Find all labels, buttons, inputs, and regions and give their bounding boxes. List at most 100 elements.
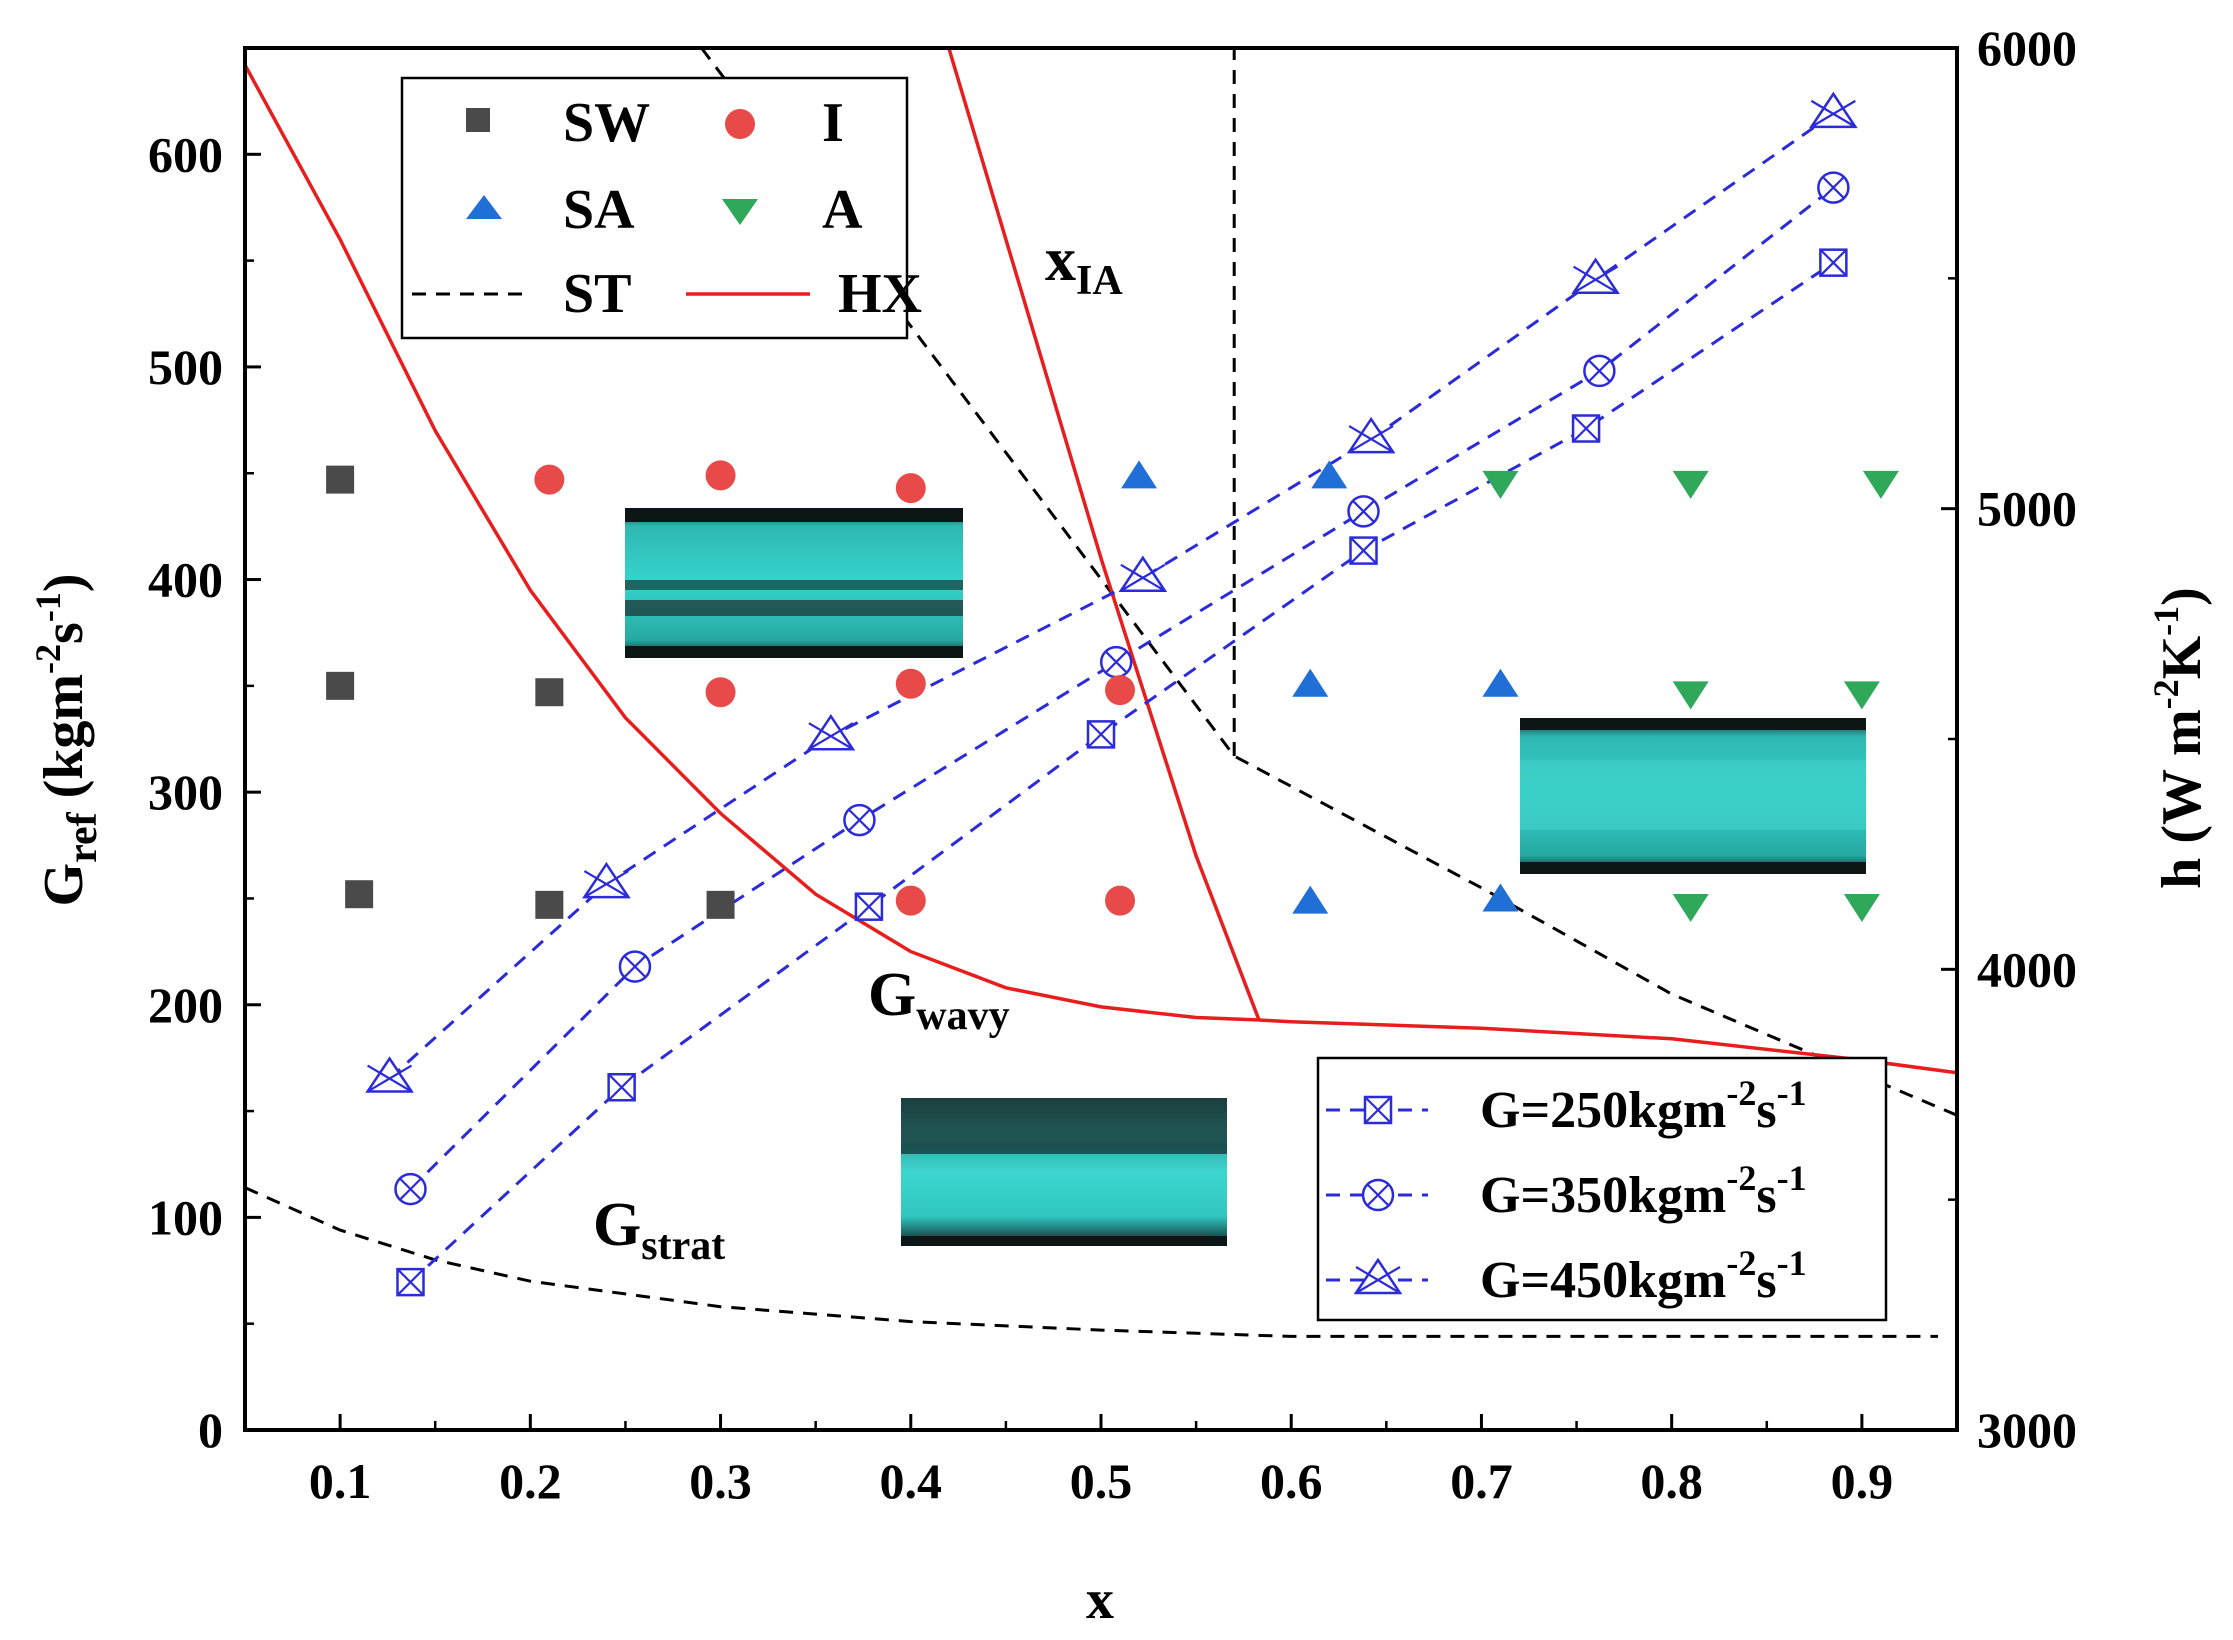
point-i <box>705 677 736 708</box>
h-series-point <box>582 861 631 899</box>
annotation-g-strat: Gstrat <box>593 1191 725 1269</box>
h-series-point <box>1346 416 1396 454</box>
legend-st-label: ST <box>563 263 632 325</box>
point-i <box>705 460 736 491</box>
point-i <box>1105 885 1136 916</box>
legend2-marker <box>1361 1178 1395 1212</box>
legend-i-label: I <box>822 92 844 154</box>
point-sw <box>535 678 564 707</box>
point-sw <box>706 890 735 919</box>
point-sa <box>1292 668 1329 697</box>
point-sa <box>1292 885 1329 914</box>
y-tick-label: 300 <box>148 764 223 820</box>
flow-photo-annular <box>1520 718 1866 874</box>
x-tick-label: 0.5 <box>1070 1453 1133 1509</box>
point-i <box>895 668 926 699</box>
legend-g350-label: G=350kgm-2s-1 <box>1480 1158 1807 1224</box>
point-sa <box>1482 668 1519 697</box>
y2-axis-title: h (W m-2K-1) <box>2146 587 2213 889</box>
axes: 0.1 0.2 0.3 0.4 0.5 0.6 0.7 0.8 0.9 0 100 200 300 400… <box>148 20 2077 1509</box>
point-sw <box>345 880 374 909</box>
legend-heat-transfer: G=250kgm-2s-1 G=350kgm-2s-1 G=450kgm-2s-… <box>1316 1056 1888 1322</box>
legend2-box <box>1316 1056 1888 1322</box>
x-axis-title: x <box>1086 1569 1114 1631</box>
h-series-point <box>607 1073 636 1102</box>
y-tick-label: 100 <box>148 1189 223 1245</box>
y-tick-label: 500 <box>148 339 223 395</box>
point-sw <box>326 465 355 494</box>
legend-g450-label: G=450kgm-2s-1 <box>1480 1243 1807 1309</box>
point-sw <box>535 890 564 919</box>
legend-i-marker <box>725 109 755 139</box>
h-series-point <box>1099 645 1133 679</box>
point-a <box>1672 893 1709 922</box>
h-series-point <box>1086 720 1116 749</box>
y-tick-label: 0 <box>198 1402 223 1458</box>
h-series-point <box>1819 248 1848 277</box>
point-a <box>1843 893 1880 922</box>
flow-photo-intermittent <box>625 508 963 658</box>
x-tick-label: 0.2 <box>499 1453 562 1509</box>
point-a <box>1672 470 1709 499</box>
h-series-point <box>1118 555 1168 593</box>
h-series-point <box>618 950 652 983</box>
legend-sw-marker <box>466 108 490 132</box>
h-series-point <box>843 803 876 837</box>
x-tick-label: 0.4 <box>880 1453 943 1509</box>
y-axis-title: Gref (kgm-2s-1) <box>28 574 106 907</box>
point-sw <box>326 671 355 700</box>
heat-transfer-series <box>365 91 1858 1297</box>
x-tick-label: 0.6 <box>1260 1453 1323 1509</box>
legend-sw-label: SW <box>563 92 650 154</box>
h-series-point <box>806 713 856 751</box>
h-series-point <box>396 1267 425 1297</box>
legend-a-label: A <box>822 179 863 241</box>
y2-tick-label: 3000 <box>1977 1402 2077 1458</box>
boundary-lines <box>245 48 1957 1338</box>
legend-sa-marker <box>466 195 502 219</box>
h-series-point <box>1347 495 1380 528</box>
h-series-point <box>1349 536 1378 565</box>
point-sa <box>1311 460 1348 489</box>
point-a <box>1843 681 1880 710</box>
y2-tick-label: 6000 <box>1977 20 2077 76</box>
point-i <box>1105 675 1136 706</box>
point-a <box>1862 470 1899 499</box>
h-series-point <box>1571 257 1620 294</box>
legend-hx-label: HX <box>838 263 922 325</box>
h-series-point <box>365 1056 414 1093</box>
annotation-g-wavy: Gwavy <box>868 961 1010 1039</box>
h-series-point <box>1571 414 1601 443</box>
h-series-point <box>1817 171 1850 204</box>
legend2-marker <box>1353 1257 1403 1295</box>
legend-sa-label: SA <box>563 179 635 241</box>
x-tick-label: 0.8 <box>1640 1453 1703 1509</box>
point-a <box>1672 681 1709 710</box>
point-i <box>895 473 926 504</box>
y-tick-label: 200 <box>148 977 223 1033</box>
boundary-st-line <box>245 1186 1938 1338</box>
point-i <box>534 464 565 495</box>
y-tick-label: 400 <box>148 552 223 608</box>
point-sa <box>1121 460 1158 489</box>
legend-g250-label: G=250kgm-2s-1 <box>1480 1073 1807 1139</box>
x-tick-label: 0.7 <box>1450 1453 1513 1509</box>
y-tick-label: 600 <box>148 126 223 182</box>
flow-photo-stratified-wavy <box>901 1098 1227 1246</box>
legend2-marker <box>1363 1095 1393 1125</box>
x-tick-label: 0.9 <box>1831 1453 1894 1509</box>
point-sa <box>1482 883 1519 912</box>
y2-tick-label: 5000 <box>1977 481 2077 537</box>
x-tick-label: 0.1 <box>309 1453 372 1509</box>
point-a <box>1482 470 1519 499</box>
boundary-hx-line <box>245 64 1957 1075</box>
h-series-point <box>1583 354 1616 388</box>
x-tick-label: 0.3 <box>689 1453 752 1509</box>
flow-pattern-points <box>326 460 1899 922</box>
h-series-point <box>394 1172 427 1206</box>
legend-a-marker <box>722 199 758 225</box>
legend-flow-patterns: SW I SA A ST HX <box>400 76 922 340</box>
point-i <box>895 885 926 916</box>
annotation-x-ia: xIA <box>1045 226 1123 304</box>
